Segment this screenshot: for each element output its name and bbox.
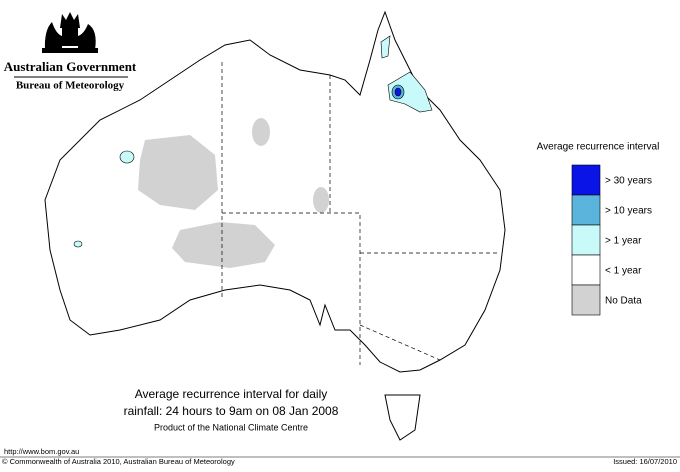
legend-title: Average recurrence interval [537,142,660,153]
legend-label: No Data [605,296,642,307]
legend-label: > 10 years [605,206,652,217]
legend-label: > 30 years [605,176,652,187]
caption-line: Average recurrence interval for daily [135,387,328,401]
org-subtitle: Bureau of Meteorology [16,80,125,92]
legend-swatch [571,284,601,316]
legend-swatch [571,194,601,226]
legend-swatch [571,224,601,256]
caption-line: rainfall: 24 hours to 9am on 08 Jan 2008 [124,404,339,418]
legend-swatch [571,164,601,196]
mainland [44,10,506,373]
no-data-areas [138,118,329,268]
map [44,10,506,441]
legend-swatch [571,254,601,286]
crest [42,12,98,53]
legend-label: > 1 year [605,236,642,247]
footer-url: http://www.bom.gov.au [4,447,79,456]
org-title: Australian Government [4,59,137,74]
state-borders [221,62,500,365]
high-rain-areas [73,35,433,248]
tasmania [384,394,421,441]
legend-label: < 1 year [605,266,642,277]
legend: Average recurrence interval > 30 years > … [537,142,660,316]
footer-copyright: © Commonwealth of Australia 2010, Austra… [2,457,235,466]
caption-note: Product of the National Climate Centre [154,422,308,432]
footer-issued: Issued: 16/07/2010 [613,457,677,466]
